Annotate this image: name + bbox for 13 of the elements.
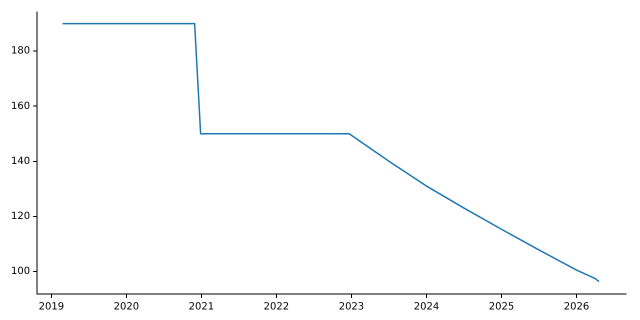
y-tick-label: 100: [10, 266, 30, 278]
x-tick-label: 2023: [338, 302, 364, 313]
x-tick-label: 2022: [264, 302, 290, 313]
x-tick-label: 2021: [188, 302, 214, 313]
y-tick-label: 160: [10, 100, 30, 112]
x-tick-label: 2025: [488, 302, 514, 313]
y-tick-label: 140: [10, 156, 30, 167]
y-tick-label: 180: [10, 46, 30, 57]
x-tick-label: 2020: [114, 302, 140, 313]
x-tick-label: 2024: [414, 302, 440, 313]
x-tick-label: 2026: [564, 302, 590, 313]
x-tick-label: 2019: [38, 302, 64, 313]
y-tick-label: 120: [10, 210, 30, 222]
